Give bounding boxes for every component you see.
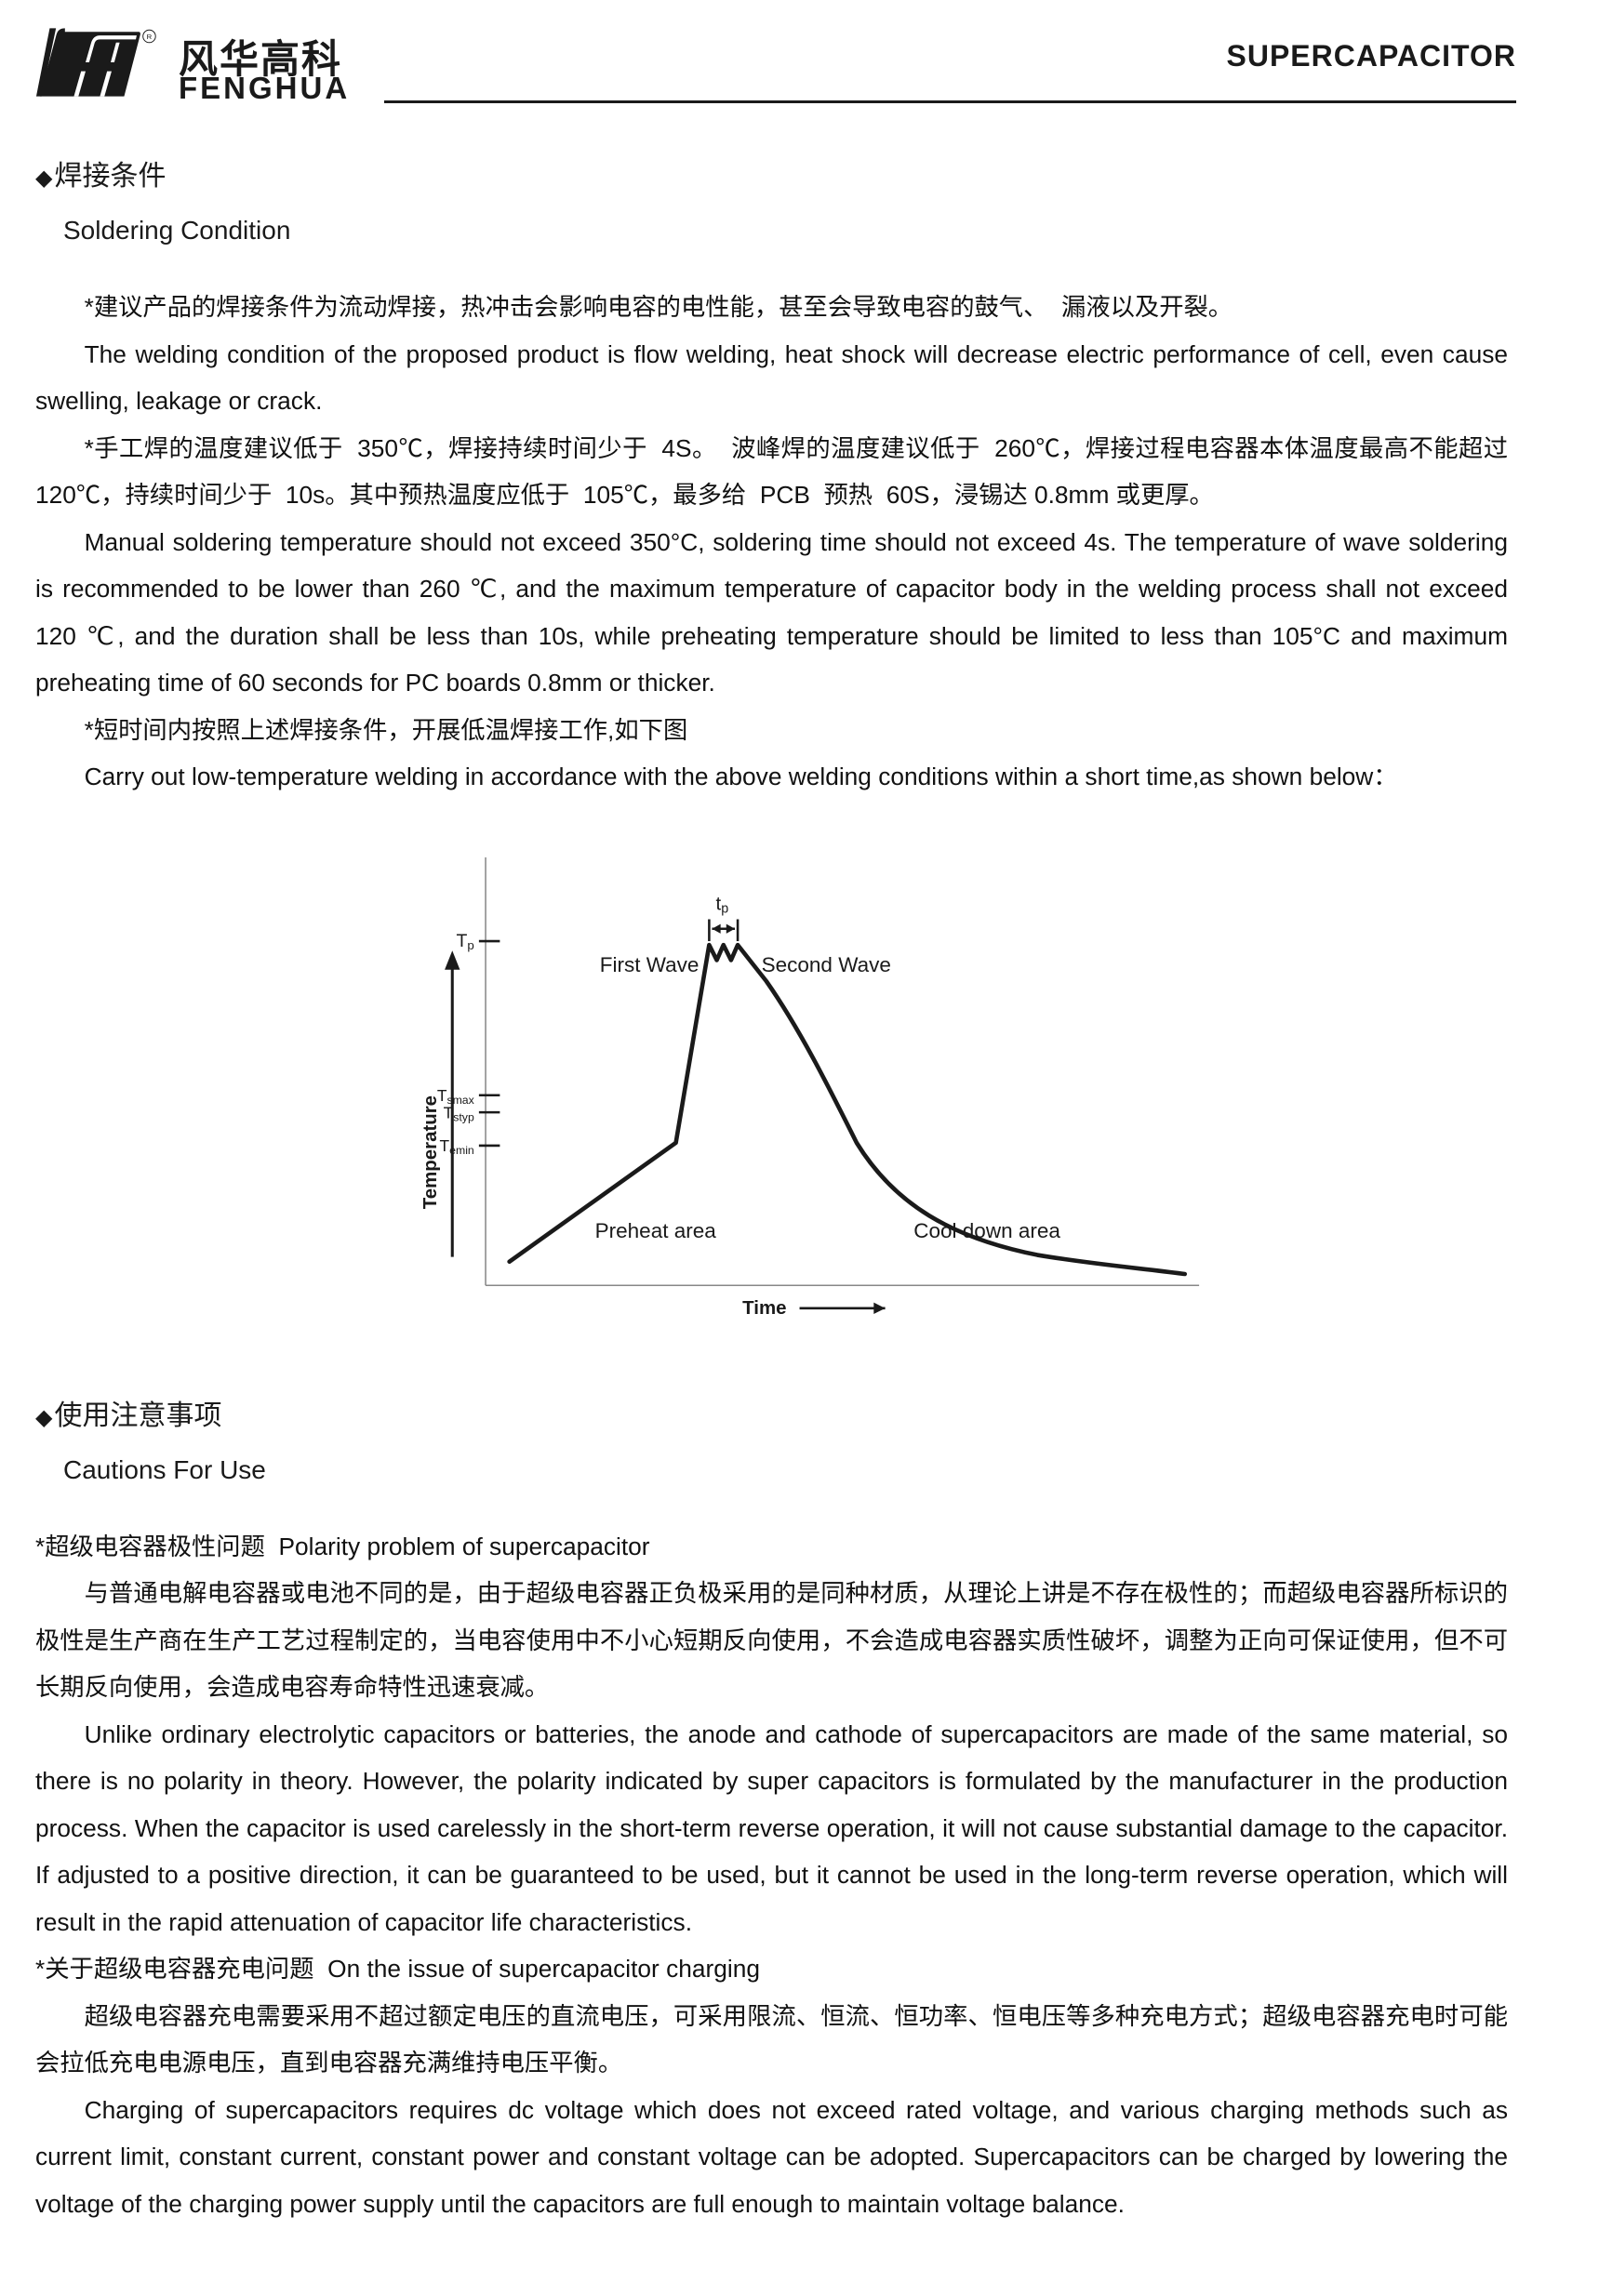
- svg-text:Time: Time: [742, 1297, 786, 1319]
- svg-text:Tp: Tp: [457, 931, 474, 952]
- svg-text:R: R: [147, 33, 153, 41]
- svg-text:First Wave: First Wave: [600, 953, 700, 976]
- svg-text:tp: tp: [716, 893, 729, 916]
- svg-text:Temin: Temin: [440, 1136, 474, 1157]
- svg-text:Preheat area: Preheat area: [595, 1219, 717, 1242]
- svg-text:Cool down area: Cool down area: [913, 1219, 1060, 1242]
- svg-text:Second Wave: Second Wave: [762, 953, 891, 976]
- svg-text:Temperature: Temperature: [420, 1095, 441, 1209]
